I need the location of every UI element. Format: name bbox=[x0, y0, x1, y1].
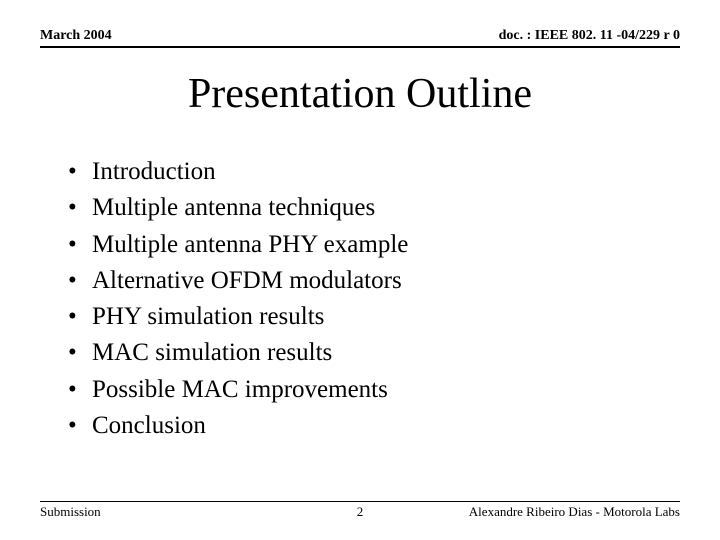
list-item: • PHY simulation results bbox=[68, 299, 680, 335]
bullet-icon: • bbox=[68, 190, 92, 226]
list-item: • Possible MAC improvements bbox=[68, 372, 680, 408]
header-rule bbox=[40, 46, 680, 48]
footer-author: Alexandre Ribeiro Dias - Motorola Labs bbox=[469, 504, 680, 520]
list-item-label: Possible MAC improvements bbox=[92, 372, 388, 408]
list-item: • Introduction bbox=[68, 154, 680, 190]
slide-title: Presentation Outline bbox=[40, 70, 680, 118]
footer-rule bbox=[40, 501, 680, 502]
list-item-label: Conclusion bbox=[92, 408, 206, 444]
bullet-icon: • bbox=[68, 154, 92, 190]
header-row: March 2004 doc. : IEEE 802. 11 -04/229 r… bbox=[40, 28, 680, 46]
footer-row: Submission 2 Alexandre Ribeiro Dias - Mo… bbox=[40, 504, 680, 520]
list-item-label: Introduction bbox=[92, 154, 216, 190]
list-item: • Alternative OFDM modulators bbox=[68, 263, 680, 299]
slide: March 2004 doc. : IEEE 802. 11 -04/229 r… bbox=[0, 0, 720, 540]
bullet-icon: • bbox=[68, 335, 92, 371]
list-item: • MAC simulation results bbox=[68, 335, 680, 371]
list-item-label: MAC simulation results bbox=[92, 335, 332, 371]
bullet-icon: • bbox=[68, 408, 92, 444]
bullet-icon: • bbox=[68, 372, 92, 408]
list-item-label: Multiple antenna PHY example bbox=[92, 227, 408, 263]
header-doc-number: doc. : IEEE 802. 11 -04/229 r 0 bbox=[499, 28, 680, 44]
bullet-icon: • bbox=[68, 299, 92, 335]
bullet-icon: • bbox=[68, 263, 92, 299]
list-item-label: Alternative OFDM modulators bbox=[92, 263, 402, 299]
footer-left: Submission bbox=[40, 504, 101, 520]
footer: Submission 2 Alexandre Ribeiro Dias - Mo… bbox=[40, 501, 680, 520]
bullet-icon: • bbox=[68, 227, 92, 263]
header-date: March 2004 bbox=[40, 28, 112, 44]
bullet-list: • Introduction • Multiple antenna techni… bbox=[40, 154, 680, 444]
list-item-label: PHY simulation results bbox=[92, 299, 324, 335]
list-item: • Multiple antenna PHY example bbox=[68, 227, 680, 263]
list-item: • Multiple antenna techniques bbox=[68, 190, 680, 226]
list-item: • Conclusion bbox=[68, 408, 680, 444]
list-item-label: Multiple antenna techniques bbox=[92, 190, 375, 226]
